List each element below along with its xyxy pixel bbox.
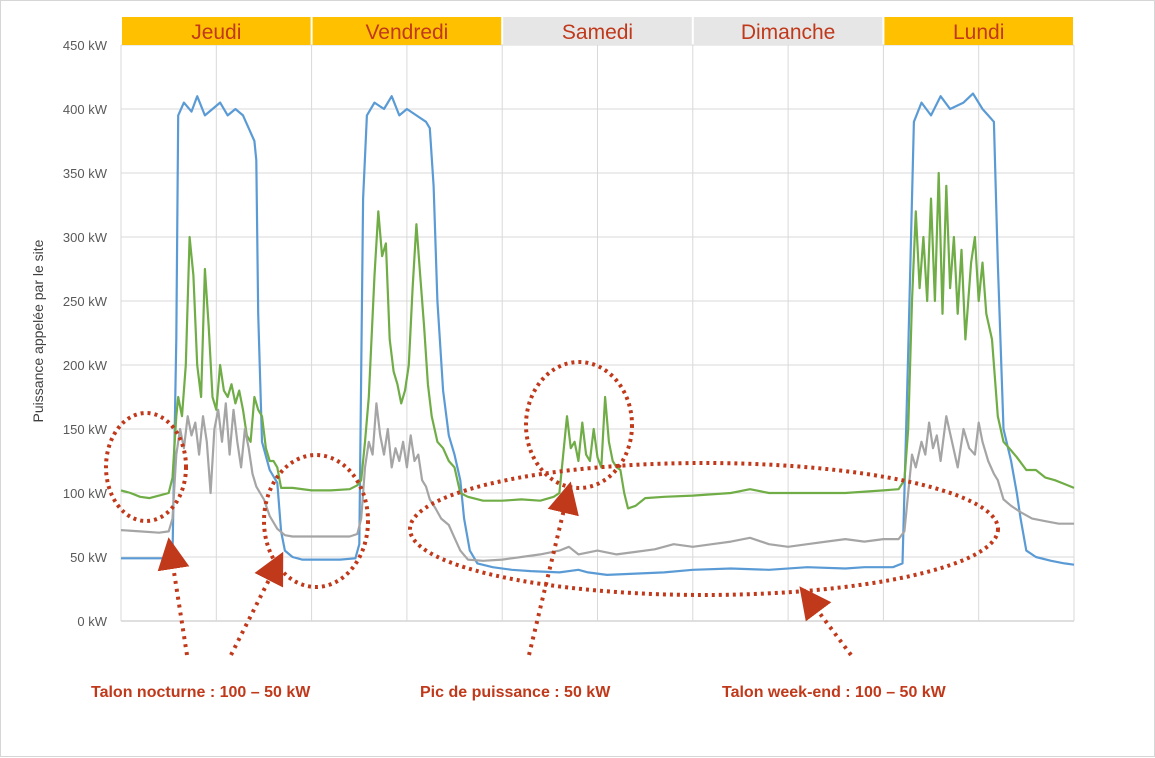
ellipse-saturday-peak <box>524 360 634 490</box>
series-line-0 <box>121 92 1075 577</box>
series-lines <box>120 92 1075 577</box>
y-tick-label: 100 kW <box>63 486 108 501</box>
arrow-peak <box>527 481 579 656</box>
y-axis-label: Puissance appelée par le site <box>30 239 46 422</box>
series-line-2 <box>120 402 1074 562</box>
y-tick-label: 0 kW <box>77 614 107 629</box>
day-label-4: Lundi <box>953 21 1004 44</box>
day-label-0: Jeudi <box>191 21 241 44</box>
y-tick-label: 50 kW <box>70 550 108 565</box>
grid-vertical <box>120 45 1075 621</box>
y-tick-label: 200 kW <box>63 358 108 373</box>
y-tick-label: 450 kW <box>63 38 108 53</box>
day-label-2: Samedi <box>562 21 633 44</box>
annotation-night-base: Talon nocturne : 100 – 50 kW <box>91 684 311 701</box>
day-band-2 <box>503 17 692 45</box>
y-tick-label: 300 kW <box>63 230 108 245</box>
arrow-weekend <box>799 586 853 657</box>
day-band-4 <box>884 17 1073 45</box>
day-label-3: Dimanche <box>741 21 836 44</box>
arrow-night-1 <box>157 537 190 656</box>
y-axis-ticks: 0 kW 50 kW 100 kW 150 kW 200 kW 250 kW 300 kW 3… <box>63 38 108 629</box>
ellipse-night-thursday <box>104 411 188 523</box>
ellipse-night-friday <box>262 453 370 589</box>
y-tick-label: 350 kW <box>63 166 108 181</box>
day-bands: Jeudi Vendredi Samedi Dimanche Lundi <box>122 17 1073 45</box>
day-band-3 <box>693 17 883 45</box>
day-band-1 <box>312 17 502 45</box>
y-tick-label: 250 kW <box>63 294 108 309</box>
y-tick-label: 400 kW <box>63 102 108 117</box>
ellipse-weekend-base <box>408 461 1000 597</box>
day-band-0 <box>122 17 311 45</box>
day-label-1: Vendredi <box>365 21 448 44</box>
annotation-peak: Pic de puissance : 50 kW <box>420 684 611 701</box>
series-line-1 <box>120 171 1075 510</box>
annotation-shapes <box>104 360 1000 657</box>
annotation-weekend-base: Talon week-end : 100 – 50 kW <box>722 684 947 701</box>
y-tick-label: 150 kW <box>63 422 108 437</box>
arrow-night-2 <box>229 551 284 656</box>
